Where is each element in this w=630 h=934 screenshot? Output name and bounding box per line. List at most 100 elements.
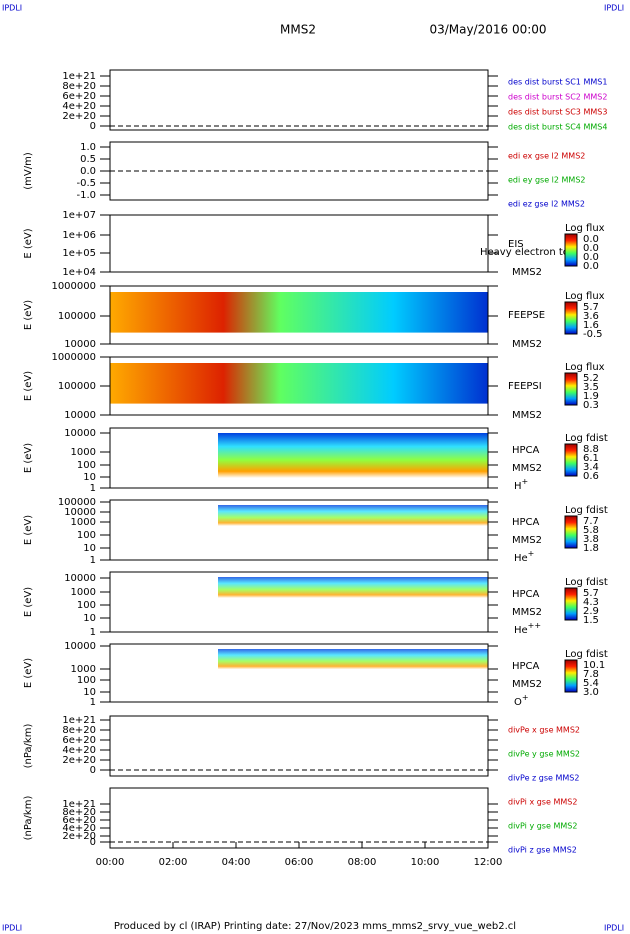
legend-entry: divPi z gse MMS2 (508, 846, 577, 855)
spacecraft-label: MMS2 (512, 607, 542, 618)
colorbar-label: 0.0 (583, 261, 599, 272)
colorbar-label: 3.6 (583, 311, 599, 322)
colorbar-label: 5.2 (583, 373, 599, 384)
y-tick-label: 100000 (58, 497, 96, 508)
y-tick-label: 1e+21 (62, 799, 96, 810)
y-tick-label: 8e+20 (62, 725, 96, 736)
panel-frame (109, 643, 489, 703)
y-tick-label: 1 (90, 483, 96, 494)
x-tick-label: 04:00 (222, 857, 251, 868)
panel-frame (109, 285, 489, 345)
instrument-label: FEEPSI (508, 381, 542, 392)
x-tick-label: 06:00 (285, 857, 314, 868)
x-tick-label: 12:00 (474, 857, 503, 868)
y-tick-label: 100 (77, 600, 96, 611)
x-tick-label: 00:00 (96, 857, 125, 868)
colorbar-label: 3.5 (583, 382, 599, 393)
colorbar-label: 5.8 (583, 525, 599, 536)
spectrogram (110, 363, 488, 404)
y-tick-label: 10 (83, 543, 96, 554)
colorbar (564, 587, 578, 621)
colorbar-label: 10.1 (583, 660, 605, 671)
spacecraft-label: MMS2 (512, 410, 542, 421)
panel-frame (109, 499, 489, 561)
y-tick-label: 6e+20 (62, 91, 96, 102)
colorbar-label: 7.8 (583, 669, 599, 680)
overlay-label: Heavy electron to (480, 247, 569, 258)
colorbar (564, 372, 578, 406)
spacecraft-label: MMS2 (512, 339, 542, 350)
panel-frame (109, 69, 489, 131)
y-tick-label: 0 (90, 121, 96, 132)
colorbar-title: Log flux (565, 223, 605, 234)
y-tick-label: 1000000 (51, 281, 96, 292)
y-tick-label: 1 (90, 555, 96, 566)
y-tick-label: 10000 (64, 410, 96, 421)
x-tick-label: 10:00 (411, 857, 440, 868)
y-tick-label: 10000 (64, 507, 96, 518)
colorbar-label: 2.9 (583, 606, 599, 617)
colorbar-label: 1.5 (583, 615, 599, 626)
panel-frame (109, 715, 489, 777)
y-axis-label: (nPa/km) (23, 796, 34, 841)
y-tick-label: 100 (77, 460, 96, 471)
colorbar-label: 1.8 (583, 543, 599, 554)
y-tick-label: 6e+20 (62, 735, 96, 746)
charge: ++ (528, 621, 541, 630)
colorbar-label: 5.7 (583, 588, 599, 599)
charge: + (522, 693, 529, 702)
legend-entry: des dist burst SC1 MMS1 (508, 78, 607, 87)
legend-entry: des dist burst SC3 MMS3 (508, 108, 607, 117)
spectrogram (218, 433, 488, 478)
y-tick-label: 0 (90, 837, 96, 848)
colorbar-title: Log flux (565, 362, 605, 373)
spectrogram (218, 505, 488, 526)
y-tick-label: 1e+05 (62, 248, 96, 259)
x-tick-label: 02:00 (159, 857, 188, 868)
colorbar-label: 6.1 (583, 453, 599, 464)
species-label: O+ (514, 693, 529, 709)
title: MMS2 (280, 23, 316, 37)
y-tick-label: 4e+20 (62, 745, 96, 756)
spectrogram (218, 577, 488, 598)
y-axis-label: E (eV) (23, 443, 34, 473)
instrument-label: FEEPSE (508, 310, 545, 321)
colorbar-label: 3.4 (583, 462, 599, 473)
y-tick-label: 4e+20 (62, 823, 96, 834)
footer: Produced by cl (IRAP) Printing date: 27/… (114, 921, 516, 932)
charge: + (528, 549, 535, 558)
spectrogram (110, 292, 488, 333)
spacecraft-label: MMS2 (512, 463, 542, 474)
date: 03/May/2016 00:00 (429, 23, 546, 37)
colorbar-label: 0.0 (583, 234, 599, 245)
instrument-label: EIS (508, 239, 524, 250)
y-tick-label: 0.5 (80, 154, 96, 165)
legend-entry: edi ez gse l2 MMS2 (508, 200, 585, 209)
colorbar-label: 5.4 (583, 678, 599, 689)
y-axis-label: (mV/m) (23, 152, 34, 190)
colorbar-label: 5.7 (583, 302, 599, 313)
y-axis-label: E (eV) (23, 300, 34, 330)
y-tick-label: 10000 (64, 641, 96, 652)
colorbar (564, 659, 578, 693)
y-tick-label: -0.5 (76, 178, 96, 189)
y-tick-label: 10000 (64, 428, 96, 439)
y-tick-label: 1e+07 (62, 210, 96, 221)
y-tick-label: 1e+04 (62, 267, 96, 278)
species: H (514, 481, 522, 492)
colorbar-label: 0.0 (583, 243, 599, 254)
y-tick-label: 10 (83, 687, 96, 698)
y-tick-label: 10000 (64, 573, 96, 584)
colorbar-label: 1.9 (583, 391, 599, 402)
charge: + (522, 477, 529, 486)
y-tick-label: 0 (90, 765, 96, 776)
y-tick-label: 1 (90, 627, 96, 638)
corner-label: IPDLI (2, 924, 22, 933)
legend-entry: divPe y gse MMS2 (508, 750, 580, 759)
y-tick-label: 2e+20 (62, 755, 96, 766)
colorbar-label: 8.8 (583, 444, 599, 455)
y-tick-label: 1000 (71, 664, 96, 675)
colorbar-label: 0.3 (583, 400, 599, 411)
y-tick-label: 10000 (64, 339, 96, 350)
